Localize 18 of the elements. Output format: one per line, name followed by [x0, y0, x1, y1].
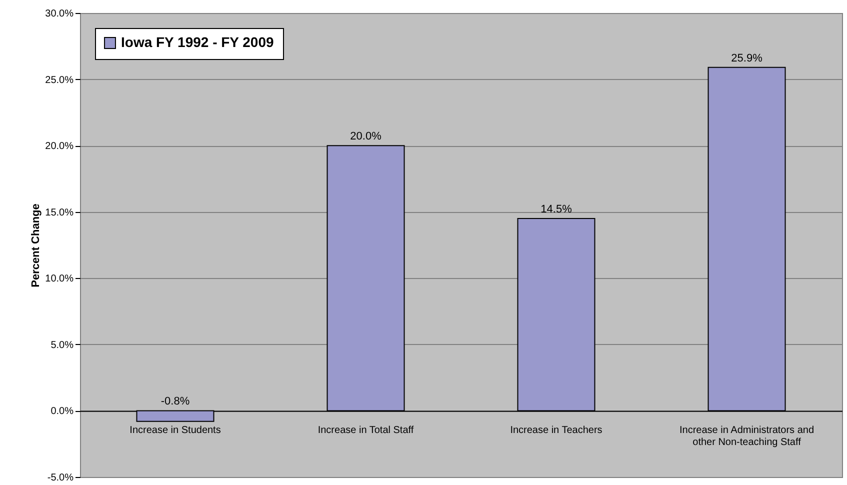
data-label: 20.0% [350, 130, 382, 143]
y-tick-label: 20.0% [45, 141, 74, 152]
y-tick-label: 15.0% [45, 207, 74, 218]
data-label: 14.5% [540, 203, 572, 216]
x-tick-label: Increase in Total Staff [318, 425, 414, 436]
data-label: -0.8% [160, 396, 190, 408]
x-tick-label: Increase in Administrators and other Non-teaching Staff [679, 425, 814, 448]
y-tick-label: -5.0% [47, 472, 74, 484]
data-label: 25.9% [731, 52, 763, 64]
y-tick-label: 10.0% [45, 274, 74, 285]
y-tick-label: 30.0% [45, 8, 74, 20]
y-axis-title: Percent Change [30, 204, 42, 288]
y-tick-label: 25.0% [45, 74, 74, 86]
x-tick-label: Increase in Students [130, 425, 221, 436]
x-tick-label: Increase in Teachers [510, 425, 602, 436]
y-tick-label: 0.0% [50, 406, 74, 418]
y-tick-label: 5.0% [50, 340, 74, 351]
legend-label: Iowa FY 1992 - FY 2009 [121, 34, 274, 50]
